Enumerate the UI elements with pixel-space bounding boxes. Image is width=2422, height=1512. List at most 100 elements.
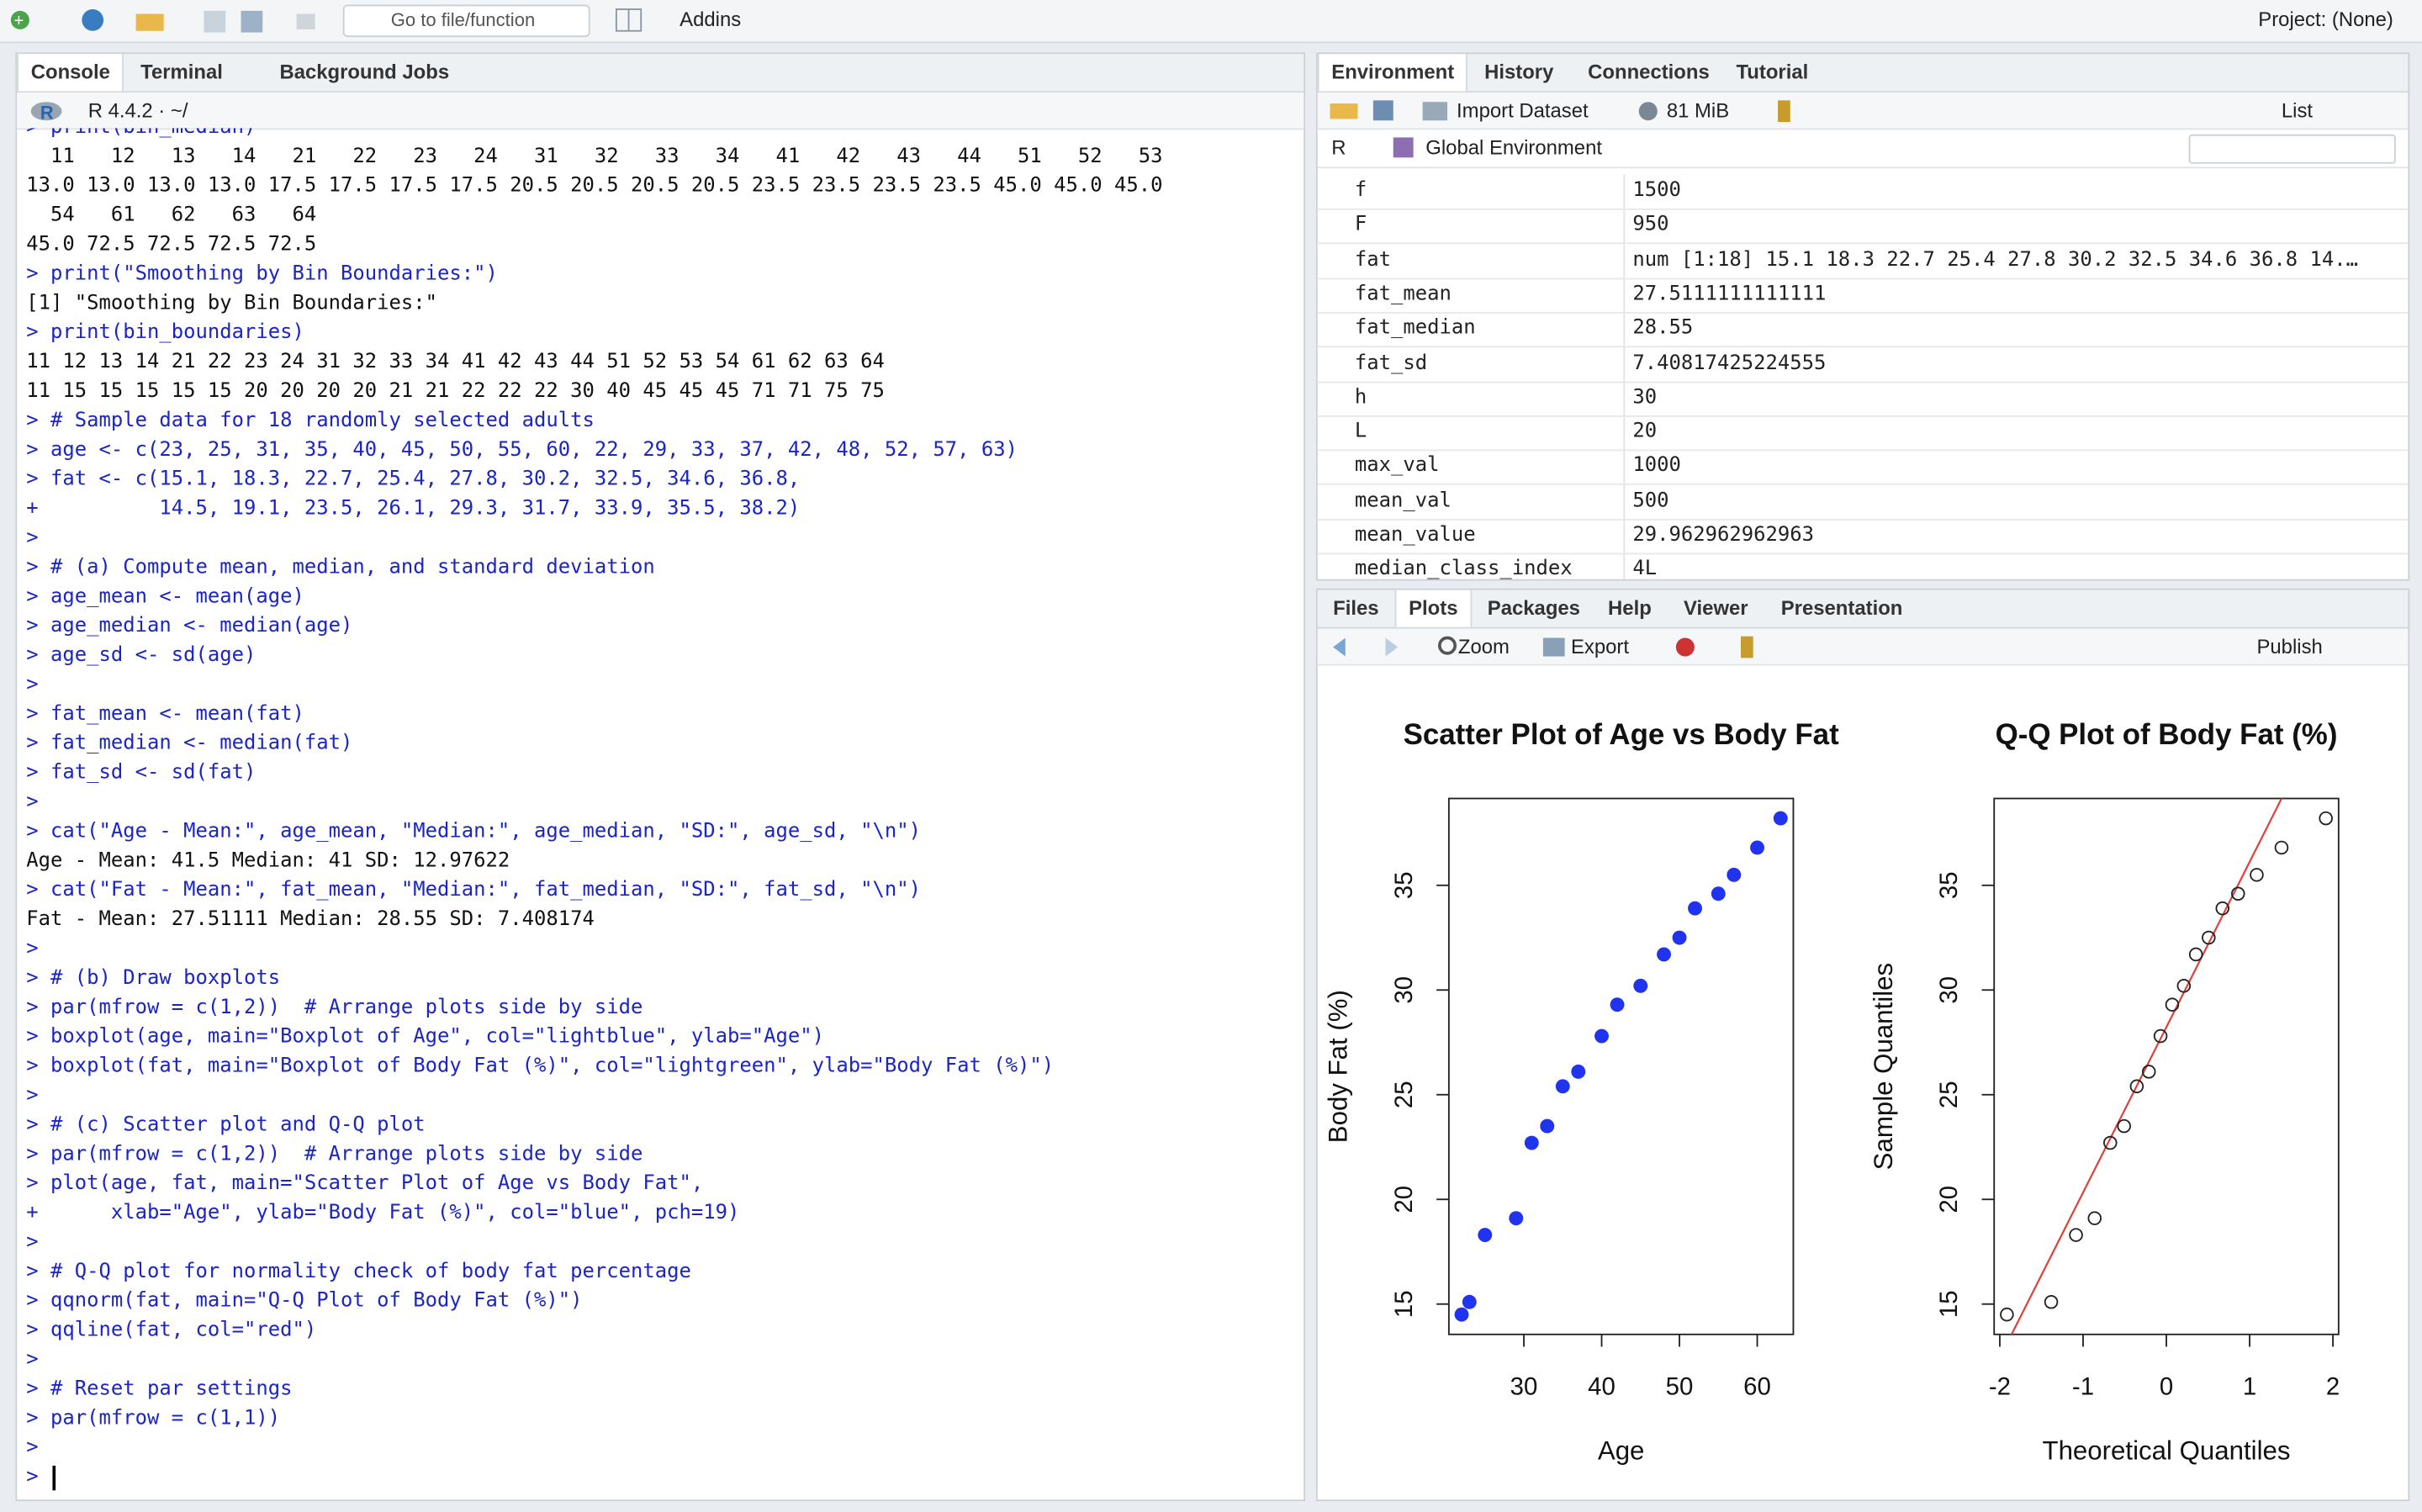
tab[interactable]: Terminal <box>140 60 223 84</box>
tab[interactable]: Connections <box>1588 60 1710 84</box>
x-tick-label: 0 <box>2160 1372 2173 1400</box>
env-name: fat_sd <box>1354 351 1428 375</box>
x-tick-label: -2 <box>1989 1372 2011 1400</box>
x-axis-label: Age <box>1598 1436 1645 1466</box>
console-line: > # Q-Q plot for normality check of body… <box>26 1260 691 1284</box>
console-line: > cat("Fat - Mean:", fat_mean, "Median:"… <box>26 879 922 902</box>
scatter-point <box>1462 1294 1477 1309</box>
env-icons[interactable] <box>1330 99 1793 124</box>
tab[interactable]: Plots <box>1394 589 1473 627</box>
tab[interactable]: Help <box>1608 595 1652 620</box>
tab[interactable]: Tutorial <box>1736 60 1809 84</box>
env-toolbar: Import Dataset 81 MiB List <box>1317 93 2409 130</box>
env-icon <box>1393 137 1414 158</box>
qq-point <box>2103 1135 2118 1150</box>
env-row[interactable]: fat_sd 7.40817425224555 <box>1317 346 2409 383</box>
plot-tabs: Files Plots Packages Help Viewer Present… <box>1317 589 2409 629</box>
env-row[interactable]: fat_mean 27.5111111111111 <box>1317 278 2409 314</box>
qq-point <box>2153 1028 2168 1044</box>
console-tabs: Console Terminal Background Jobs <box>17 54 1304 93</box>
console-line: > <box>26 1230 39 1255</box>
env-name: fat_median <box>1354 316 1476 341</box>
svg-text:R: R <box>40 102 54 123</box>
import-dataset[interactable]: Import Dataset <box>1457 98 1589 123</box>
scatter-point <box>1657 947 1671 962</box>
y-tick-label: 35 <box>1935 871 1963 899</box>
plot-icons[interactable] <box>1330 635 1778 659</box>
tab[interactable]: Files <box>1333 595 1379 620</box>
tab[interactable]: Environment <box>1317 54 1468 92</box>
console-line: > age_median <- median(age) <box>26 614 353 638</box>
toolbar-icons[interactable]: + <box>6 6 315 37</box>
env-row[interactable]: fat num [1:18] 15.1 18.3 22.7 25.4 27.8 3… <box>1317 243 2409 279</box>
env-row[interactable]: median_class_index 4L <box>1318 553 2409 579</box>
env-value: 7.40817425224555 <box>1632 351 1827 375</box>
layout-icon[interactable] <box>615 8 670 35</box>
env-row[interactable]: max_val 1000 <box>1317 450 2409 486</box>
console-line: Age - Mean: 41.5 Median: 41 SD: 12.97622 <box>26 849 510 873</box>
console-line: [1] "Smoothing by Bin Boundaries:" <box>26 292 437 315</box>
export-button[interactable]: Export <box>1570 634 1629 658</box>
publish-button[interactable]: Publish <box>2256 634 2323 658</box>
console-line: + 14.5, 19.1, 23.5, 26.1, 29.3, 31.7, 33… <box>26 497 801 521</box>
console-line: > boxplot(age, main="Boxplot of Age", co… <box>26 1025 825 1049</box>
console-line: > age <- c(23, 25, 31, 35, 40, 45, 50, 5… <box>26 438 1018 463</box>
scatter-point <box>1672 930 1687 945</box>
console-line: > print("Smoothing by Bin Boundaries:") <box>26 262 498 286</box>
scatter-point <box>1610 997 1625 1012</box>
console-line: > fat <- c(15.1, 18.3, 22.7, 25.4, 27.8,… <box>26 468 801 492</box>
y-tick-label: 20 <box>1390 1186 1418 1213</box>
env-tabs: Environment History Connections Tutorial <box>1317 54 2409 93</box>
console-line: > # Reset par settings <box>26 1377 293 1401</box>
project-menu[interactable]: Project: (None) <box>2258 8 2393 31</box>
console-line: > qqnorm(fat, main="Q-Q Plot of Body Fat… <box>26 1289 583 1314</box>
qq-point <box>2129 1079 2144 1094</box>
view-mode[interactable]: List <box>2281 98 2314 123</box>
memory-usage[interactable]: 81 MiB <box>1666 98 1730 123</box>
y-tick-label: 15 <box>1935 1290 1963 1318</box>
env-value: 29.962962962963 <box>1632 523 1815 547</box>
env-row[interactable]: mean_value 29.962962962963 <box>1317 519 2409 555</box>
env-search[interactable] <box>2188 134 2396 164</box>
tab[interactable]: History <box>1484 60 1554 84</box>
zoom-button[interactable]: Zoom <box>1457 634 1510 658</box>
x-axis-label: Theoretical Quantiles <box>2043 1436 2291 1466</box>
env-row[interactable]: L 20 <box>1317 415 2409 452</box>
qq-point <box>2044 1294 2059 1309</box>
console-line: > age_mean <- mean(age) <box>26 585 304 609</box>
scatter-point <box>1524 1135 1539 1150</box>
x-tick-label: 1 <box>2243 1372 2256 1400</box>
console-line: > # (c) Scatter plot and Q-Q plot <box>26 1113 426 1137</box>
addins-menu[interactable]: Addins <box>680 8 742 31</box>
console-line: 13.0 13.0 13.0 13.0 17.5 17.5 17.5 17.5 … <box>26 174 1163 198</box>
r-logo: R <box>30 102 62 123</box>
y-axis-label: Body Fat (%) <box>1324 990 1353 1143</box>
env-row[interactable]: mean_val 500 <box>1317 484 2409 521</box>
console-output[interactable]: > print(bin_median) 11 12 13 14 21 22 23… <box>26 128 1304 1499</box>
console-line: > par(mfrow = c(1,2)) # Arrange plots si… <box>26 1143 643 1166</box>
env-row[interactable]: f 1500 <box>1317 175 2409 210</box>
env-value: 1500 <box>1632 179 1681 203</box>
scatter-point <box>1509 1211 1524 1226</box>
console-line: > boxplot(fat, main="Boxplot of Body Fat… <box>26 1055 1055 1078</box>
env-row[interactable]: fat_median 28.55 <box>1317 312 2409 348</box>
scatter-point <box>1711 886 1726 901</box>
tab[interactable]: Background Jobs <box>279 60 450 84</box>
tab[interactable]: Viewer <box>1684 595 1748 620</box>
scope-menu[interactable]: Global Environment <box>1425 135 1603 160</box>
scatter-point <box>1750 840 1764 855</box>
x-tick-label: 50 <box>1666 1372 1694 1400</box>
env-table: f 1500 F 950 fat num [1:18] 15.1 18.3 22.7 25… <box>1317 174 2409 579</box>
tab[interactable]: Presentation <box>1780 595 1903 620</box>
env-name: f <box>1354 179 1367 203</box>
tab[interactable]: Console <box>17 54 124 92</box>
y-tick-label: 30 <box>1390 976 1418 1004</box>
tab[interactable]: Packages <box>1487 595 1580 620</box>
env-row[interactable]: F 950 <box>1317 209 2409 245</box>
env-row[interactable]: h 30 <box>1317 381 2409 417</box>
language-menu[interactable]: R <box>1331 135 1346 160</box>
goto-box[interactable]: Go to file/function <box>342 4 590 38</box>
qq-point <box>2202 930 2216 945</box>
console-line: > <box>26 526 39 550</box>
